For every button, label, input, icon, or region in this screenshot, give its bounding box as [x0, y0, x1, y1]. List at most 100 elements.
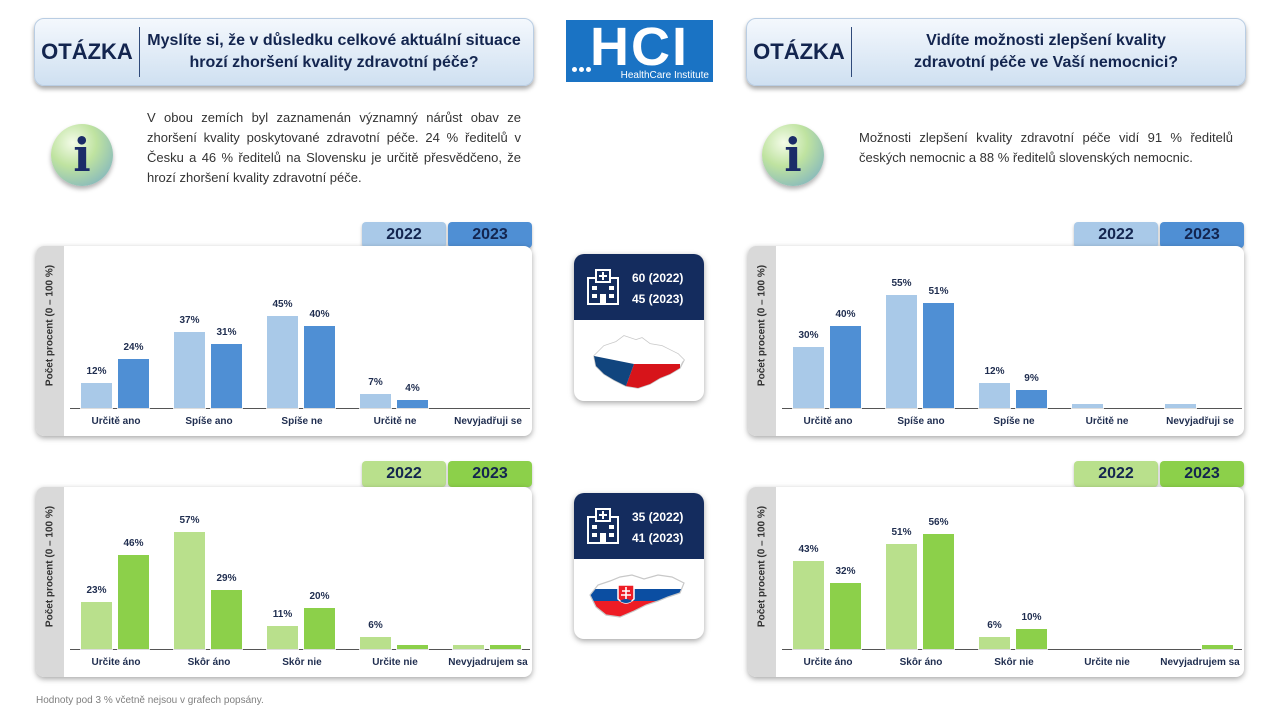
bar-2022 — [453, 644, 484, 649]
bar-2023 — [1202, 644, 1233, 649]
hospital-icon — [587, 508, 619, 544]
bar-2023 — [830, 583, 861, 649]
legend-2022: 2022 — [362, 461, 446, 487]
x-axis-line — [70, 408, 530, 409]
bar-value-label: 46% — [123, 537, 144, 549]
question-text: Vidíte možnosti zlepšení kvality zdravot… — [855, 19, 1237, 85]
bar-value-label: 55% — [891, 278, 912, 290]
category-label: Určitě ne — [373, 416, 417, 427]
info-text-left: V obou zemích byl zaznamenán významný ná… — [147, 110, 521, 185]
bar-2023 — [118, 554, 149, 649]
count-2023: 41 (2023) — [632, 531, 684, 545]
category-label: Nevyjadřuji se — [454, 416, 522, 427]
legend-2023: 2023 — [448, 222, 532, 248]
category-label: Určitě ano — [803, 416, 853, 427]
bar-value-label: 51% — [928, 286, 949, 298]
bar-value-label: 10% — [1021, 611, 1042, 623]
bar-2022 — [267, 626, 298, 649]
slovak-flag-map — [589, 574, 685, 618]
bar-2023 — [1016, 389, 1047, 408]
y-axis-label: Počet procent (0 – 100 %) — [756, 264, 768, 387]
question-box-right: OTÁZKA Vidíte možnosti zlepšení kvality … — [746, 18, 1246, 86]
count-2023: 45 (2023) — [632, 292, 684, 306]
category-label: Spíše ano — [185, 416, 233, 427]
bar-2022 — [793, 346, 824, 408]
bar-value-label: 30% — [798, 329, 819, 341]
bar-2022 — [1072, 403, 1103, 408]
y-axis-label: Počet procent (0 – 100 %) — [756, 505, 768, 628]
bar-2022 — [81, 601, 112, 649]
bar-value-label: 6% — [368, 619, 383, 631]
bar-2023 — [211, 589, 242, 649]
bar-2023 — [923, 303, 954, 408]
legend-2023: 2023 — [448, 461, 532, 487]
category-label: Skôr nie — [282, 657, 322, 668]
bar-value-label: 12% — [984, 366, 1005, 378]
count-2022: 35 (2022) — [632, 510, 684, 524]
chart-sk-threat: Počet procent (0 – 100 %) 23% 46% Určite án… — [36, 487, 532, 677]
country-counts: 60 (2022) 45 (2023) — [632, 268, 683, 310]
country-card-cz: 60 (2022) 45 (2023) — [574, 254, 704, 401]
bar-2023 — [490, 644, 521, 649]
bar-2022 — [360, 636, 391, 649]
category-label: Určite nie — [1084, 657, 1130, 668]
bar-value-label: 6% — [987, 619, 1002, 631]
bar-value-label: 4% — [405, 382, 420, 394]
bar-value-label: 12% — [86, 366, 107, 378]
info-icon: i — [51, 124, 113, 186]
category-label: Spíše ne — [281, 416, 323, 427]
bar-2023 — [304, 326, 335, 408]
bar-2022 — [979, 636, 1010, 649]
bar-2023 — [211, 344, 242, 408]
question-label: OTÁZKA — [41, 39, 133, 64]
x-axis-line — [70, 649, 530, 650]
y-axis-strip — [36, 246, 64, 436]
question-line-2: zdravotní péče ve Vaší nemocnici? — [913, 54, 1179, 71]
y-axis-strip — [36, 487, 64, 677]
bar-2023 — [304, 608, 335, 649]
bar-2023 — [923, 534, 954, 649]
chart-cz-threat: Počet procent (0 – 100 %) 12% 24% Určitě an… — [36, 246, 532, 436]
category-label: Určitě ano — [91, 416, 141, 427]
x-axis-line — [782, 408, 1242, 409]
bar-2022 — [81, 383, 112, 408]
bar-value-label: 31% — [216, 327, 237, 339]
category-label: Spíše ano — [897, 416, 945, 427]
bar-2023 — [118, 358, 149, 408]
category-label: Nevyjadřuji se — [1166, 416, 1234, 427]
czech-flag-map — [593, 335, 685, 389]
bar-value-label: 20% — [309, 591, 330, 602]
hospital-icon — [587, 269, 619, 305]
country-header: 35 (2022) 41 (2023) — [574, 493, 704, 559]
chart-sk-improve: Počet procent (0 – 100 %) 43% 32% Určite án… — [748, 487, 1244, 677]
category-label: Nevyjadrujem sa — [448, 657, 528, 668]
bar-value-label: 24% — [123, 341, 144, 353]
category-label: Nevyjadrujem sa — [1160, 657, 1240, 668]
bar-2023 — [1016, 628, 1047, 649]
bar-value-label: 11% — [272, 609, 293, 621]
bar-2022 — [267, 315, 298, 408]
y-axis-strip — [748, 246, 776, 436]
y-axis-label: Počet procent (0 – 100 %) — [44, 264, 56, 387]
y-axis-label: Počet procent (0 – 100 %) — [44, 505, 56, 628]
category-label: Určite áno — [803, 657, 853, 668]
count-2022: 60 (2022) — [632, 271, 684, 285]
legend-2022: 2022 — [1074, 222, 1158, 248]
category-label: Určitě ne — [1085, 416, 1129, 427]
bar-value-label: 9% — [1024, 372, 1039, 384]
bar-value-label: 51% — [891, 527, 912, 539]
legend-2023: 2023 — [1160, 461, 1244, 487]
country-counts: 35 (2022) 41 (2023) — [632, 507, 683, 549]
hci-logo: HCI HealthCare Institute — [566, 17, 713, 82]
question-label: OTÁZKA — [753, 39, 845, 64]
logo-title: HCI — [590, 17, 689, 77]
logo-dots-icon — [572, 59, 593, 77]
bar-2023 — [397, 644, 428, 649]
legend-2022: 2022 — [362, 222, 446, 248]
category-label: Určite áno — [91, 657, 141, 668]
bar-value-label: 56% — [928, 517, 949, 529]
question-box-left: OTÁZKA Myslíte si, že v důsledku celkové… — [34, 18, 534, 86]
bar-value-label: 40% — [835, 309, 856, 320]
bar-2023 — [397, 399, 428, 408]
bar-2022 — [1165, 403, 1196, 408]
